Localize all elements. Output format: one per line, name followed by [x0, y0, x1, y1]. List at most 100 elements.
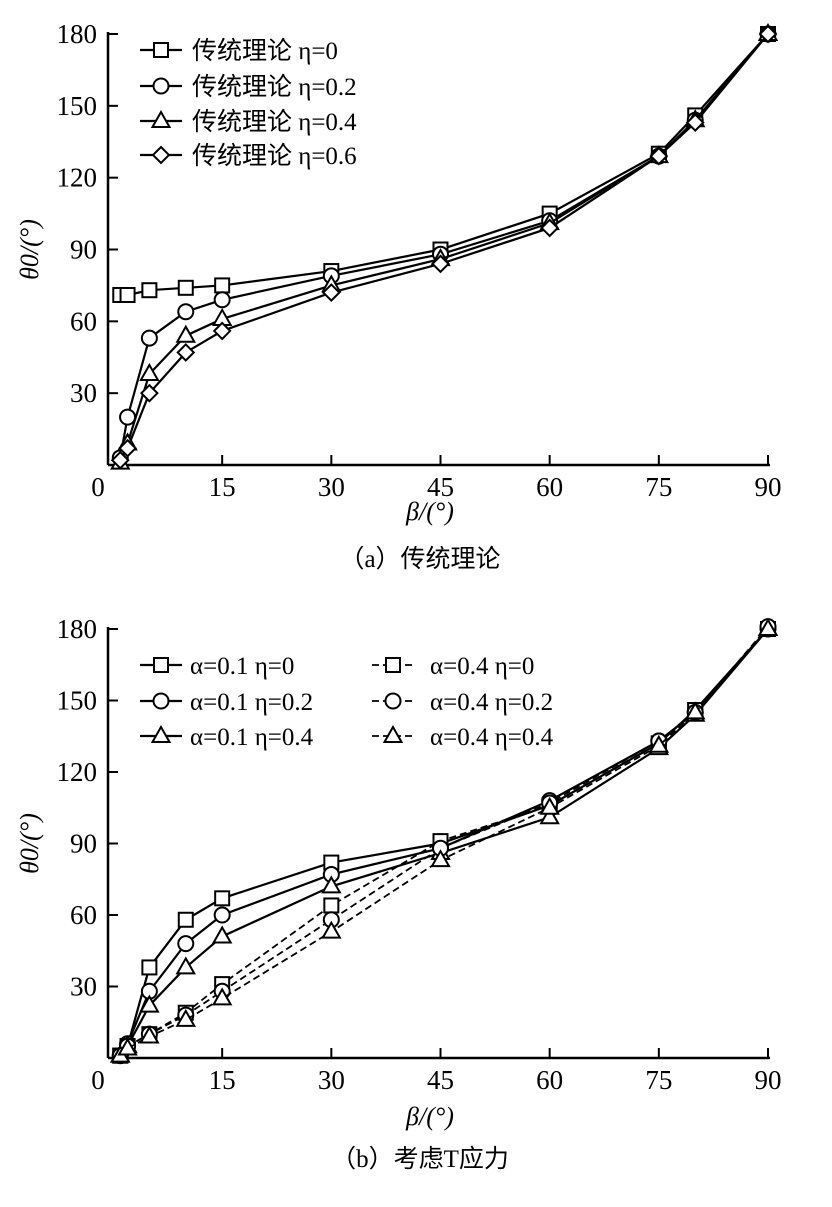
chart-caption: （a）传统理论 — [339, 545, 500, 573]
legend-label: 传统理论 η=0 — [192, 37, 338, 65]
x-tick-label: 15 — [209, 472, 236, 502]
legend-marker-triangle-icon — [150, 724, 172, 743]
data-point — [175, 324, 196, 343]
x-tick-label: 75 — [645, 1065, 672, 1095]
legend-entry: α=0.1 η=0 — [140, 653, 294, 680]
data-point — [212, 321, 232, 341]
x-tick-label: 60 — [536, 472, 563, 502]
y-tick-label: 60 — [70, 306, 97, 336]
x-tick-label: 0 — [91, 472, 105, 502]
series-3 — [110, 24, 778, 470]
y-tick-label: 90 — [70, 235, 97, 265]
data-point — [177, 911, 194, 928]
chart-panel-b: 0 15 30 45 60 75 90 30 60 90 120 150 180 β/(°) θ0/(°) （… — [15, 614, 782, 1173]
legend-marker-square-icon — [153, 42, 169, 58]
data-point — [139, 1025, 160, 1044]
legend-entry: α=0.4 η=0.4 — [372, 724, 554, 751]
y-tick-label: 60 — [70, 900, 97, 930]
x-tick-label: 90 — [755, 1065, 782, 1095]
series-4 — [111, 618, 777, 1065]
y-tick-label: 150 — [57, 686, 98, 716]
y-axis-label: θ0/(°) — [15, 813, 44, 874]
data-point — [177, 935, 195, 953]
legend-marker-square-icon — [385, 657, 401, 673]
legend-entry: 传统理论 η=0.2 — [140, 73, 357, 101]
legend-label: α=0.4 η=0 — [430, 653, 534, 680]
legend-label: α=0.4 η=0.2 — [430, 689, 553, 716]
data-point — [141, 959, 158, 976]
legend-marker-circle-icon — [152, 77, 170, 95]
legend-marker-triangle-icon — [382, 724, 404, 743]
data-point — [649, 146, 669, 166]
y-tick-label: 120 — [57, 757, 98, 787]
data-point — [176, 343, 196, 362]
data-point — [685, 113, 705, 133]
legend-label: α=0.1 η=0.2 — [190, 689, 313, 716]
data-point — [211, 925, 233, 944]
data-point — [758, 24, 778, 44]
legend-label: 传统理论 η=0.2 — [192, 73, 357, 101]
legend-label: α=0.1 η=0 — [190, 653, 294, 680]
x-axis-label: β/(°) — [405, 1102, 454, 1131]
data-point — [321, 283, 341, 303]
legend-label: 传统理论 η=0.6 — [192, 142, 357, 170]
data-point — [214, 890, 231, 907]
data-point — [175, 1008, 196, 1027]
data-point — [140, 329, 158, 347]
legend-marker-diamond-icon — [151, 145, 171, 165]
y-tick-label: 180 — [57, 19, 98, 49]
data-point — [321, 920, 342, 939]
y-axis-label: θ0/(°) — [15, 219, 44, 280]
y-tick-label: 180 — [57, 614, 98, 644]
data-point — [539, 806, 560, 825]
data-point — [141, 282, 158, 299]
chart-caption: （b）考虑T应力 — [331, 1145, 509, 1173]
data-point — [323, 897, 340, 914]
x-tick-label: 15 — [209, 1065, 236, 1095]
data-point — [430, 849, 451, 868]
data-point — [139, 994, 160, 1013]
y-tick-label: 150 — [57, 91, 98, 121]
data-point — [177, 279, 194, 296]
data-point — [139, 383, 159, 403]
x-tick-label: 0 — [91, 1065, 105, 1095]
data-point — [685, 701, 706, 720]
data-point — [117, 1037, 138, 1056]
x-tick-label: 90 — [755, 472, 782, 502]
y-tick-label: 30 — [70, 378, 97, 408]
legend-label: α=0.4 η=0.4 — [430, 724, 554, 751]
x-tick-label: 45 — [427, 472, 454, 502]
data-point — [648, 734, 670, 753]
data-point — [110, 450, 130, 470]
legend-entry: 传统理论 η=0.4 — [140, 108, 357, 136]
x-tick-label: 60 — [536, 1065, 563, 1095]
legend-entry: α=0.4 η=0.2 — [372, 689, 553, 716]
data-point — [119, 408, 137, 426]
y-tick-label: 120 — [57, 163, 98, 193]
data-point — [321, 875, 342, 894]
data-point — [213, 291, 231, 309]
x-tick-label: 75 — [645, 472, 672, 502]
x-axis-label: β/(°) — [405, 497, 454, 526]
data-point — [213, 906, 231, 924]
data-point — [539, 796, 560, 815]
legend-entry: 传统理论 η=0 — [140, 37, 338, 65]
legend-entry: 传统理论 η=0.6 — [140, 142, 357, 170]
y-tick-label: 30 — [70, 972, 97, 1002]
legend-label: α=0.1 η=0.4 — [190, 724, 314, 751]
legend-marker-circle-icon — [152, 692, 170, 710]
data-point — [177, 303, 195, 321]
data-point — [211, 987, 233, 1006]
data-point — [214, 277, 231, 294]
data-point — [431, 254, 450, 274]
y-tick-label: 90 — [70, 829, 97, 859]
legend-marker-triangle-icon — [150, 109, 172, 128]
data-point — [119, 286, 136, 303]
x-tick-label: 45 — [427, 1065, 454, 1095]
x-tick-label: 30 — [318, 472, 345, 502]
legend-marker-circle-icon — [384, 692, 402, 710]
data-point — [175, 956, 196, 975]
legend-marker-square-icon — [153, 657, 169, 673]
chart-panel-a: 0 15 30 45 60 75 90 30 60 90 120 150 180 β/(°) θ0/(°) （… — [15, 19, 782, 573]
